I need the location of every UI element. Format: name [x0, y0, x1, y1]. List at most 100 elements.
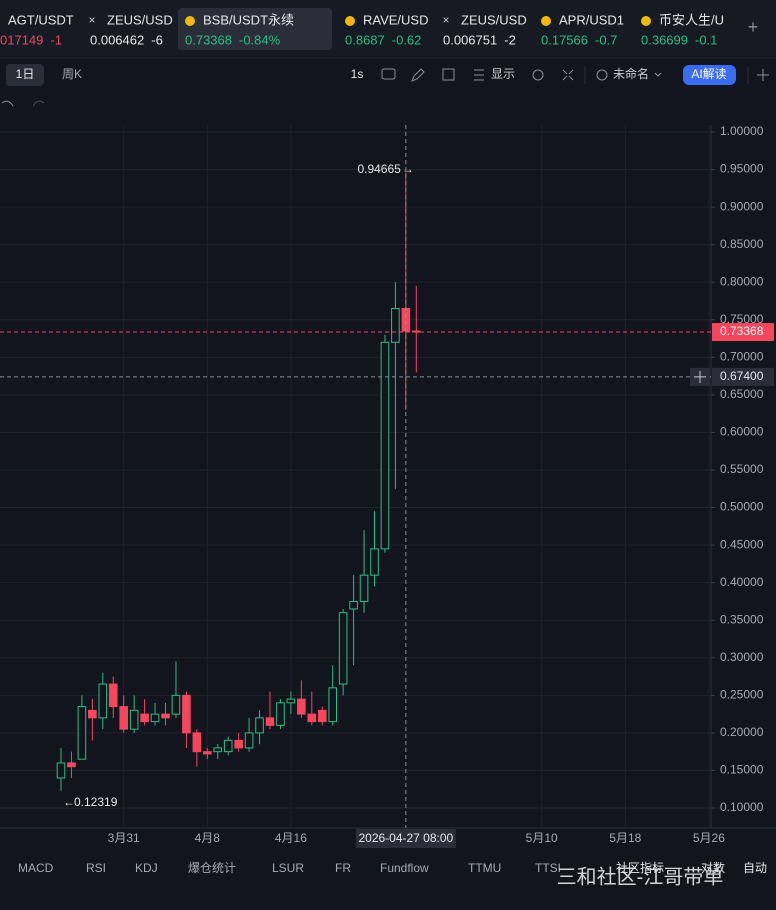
indicator-tab[interactable]: 社区指标 [616, 860, 664, 875]
layout-name[interactable]: 未命名 [613, 66, 649, 81]
y-tick-label: 0.50000 [720, 500, 764, 514]
weekly[interactable]: 周K [62, 67, 82, 81]
indicator-tab[interactable]: KDJ [135, 861, 158, 875]
candle-body [297, 698, 306, 715]
tab-price[interactable]: 0.36699 [641, 32, 688, 47]
candle-body [338, 612, 348, 685]
crosshair-price-box [712, 367, 774, 386]
candle-body [150, 713, 160, 723]
indicator-tab[interactable]: FR [335, 861, 351, 875]
indicator-tab[interactable]: TTSI [535, 861, 561, 875]
y-tick-label: 0.70000 [720, 350, 764, 364]
interval-button[interactable] [6, 64, 44, 86]
candle-body [182, 694, 191, 734]
candle-body [203, 751, 212, 755]
tab-change[interactable]: -2 [504, 32, 516, 47]
indicator-tab[interactable]: 爆仓统计 [188, 861, 236, 875]
draw-icon[interactable] [411, 68, 425, 82]
y-tick-label: 0.60000 [720, 425, 764, 439]
tab-change[interactable]: -0.62 [392, 32, 422, 47]
candle-body [286, 698, 296, 704]
y-tick-label: 0.30000 [720, 650, 764, 664]
candle-body [77, 706, 87, 760]
active-tab [178, 8, 332, 50]
list-icon[interactable] [474, 69, 484, 81]
ai-button[interactable] [683, 65, 736, 85]
fullscreen-icon[interactable] [562, 69, 574, 81]
toolbar [0, 60, 776, 90]
indicator-tab[interactable]: Fundflow [380, 861, 429, 875]
indicator-tab[interactable]: RSI [86, 861, 106, 875]
tab-symbol[interactable]: APR/USD1 [559, 12, 624, 27]
last-price-label: 0.73368 [720, 324, 764, 338]
template-icon[interactable] [442, 68, 455, 81]
tab-price[interactable]: 017149 [0, 32, 43, 47]
tab-symbol[interactable]: AGT/USDT [8, 12, 74, 27]
tab-price[interactable]: 0.006462 [90, 32, 144, 47]
x-tick-label: 4月8 [195, 831, 221, 845]
tab-change[interactable]: -1 [50, 32, 62, 47]
dropdown-icon [654, 72, 662, 77]
tab-price[interactable]: 0.006751 [443, 32, 497, 47]
candle-body [67, 762, 76, 768]
tab-symbol[interactable]: BSB/USDT永续 [203, 12, 294, 27]
tab-price[interactable]: 0.73368 [185, 32, 232, 47]
tab-change[interactable]: -0.1 [695, 32, 717, 47]
candle-body [391, 308, 400, 343]
indicator-tab[interactable]: TTMU [468, 861, 501, 875]
candle-body [380, 341, 390, 550]
tab-change[interactable]: -6 [151, 32, 163, 47]
y-tick-label: 0.15000 [720, 763, 764, 777]
candle-body [234, 739, 243, 749]
candle-body [359, 574, 369, 602]
add-icon[interactable] [757, 69, 769, 81]
indicator-tab[interactable]: 自动 [743, 861, 767, 875]
y-tick-label: 1.00000 [720, 124, 764, 138]
x-tick-label: 5月10 [526, 831, 558, 845]
indicator-tab[interactable]: 对数 [701, 860, 725, 875]
y-tick-label: 0.40000 [720, 575, 764, 589]
y-tick-label: 0.80000 [720, 274, 764, 288]
tab-price[interactable]: 0.17566 [541, 32, 588, 47]
seconds[interactable]: 1s [351, 67, 364, 81]
tab-change[interactable]: -0.7 [595, 32, 617, 47]
tab-symbol[interactable]: 币安人生/U [659, 12, 724, 27]
y-tick-label: 0.65000 [720, 387, 764, 401]
indicator-tab[interactable]: MACD [18, 861, 54, 875]
ai-label[interactable]: AI解读 [691, 67, 726, 81]
candle-body [140, 713, 149, 723]
x-tick-label: 5月26 [693, 831, 725, 845]
cloud-icon [596, 69, 608, 81]
undo-icon[interactable] [1, 100, 14, 107]
candle-body [192, 732, 202, 753]
y-tick-label: 0.25000 [720, 688, 764, 702]
candle-body [328, 687, 337, 723]
y-tick-label: 0.45000 [720, 537, 764, 551]
candle-body [171, 694, 181, 715]
crosshair-time-box [355, 829, 456, 848]
tab-symbol[interactable]: RAVE/USD [363, 12, 429, 27]
tab-symbol[interactable]: ZEUS/USD [107, 12, 173, 27]
candle-body [223, 739, 233, 753]
high-label: 0.94665 [357, 162, 401, 176]
indicator-tab[interactable]: LSUR [272, 861, 304, 875]
tab-bar [0, 0, 776, 56]
add-tab[interactable]: + [748, 17, 759, 37]
interval[interactable]: 1日 [16, 67, 35, 81]
candle-body [88, 709, 97, 719]
tab-price[interactable]: 0.8687 [345, 32, 385, 47]
tab-symbol[interactable]: ZEUS/USD [461, 12, 527, 27]
tab-change[interactable]: -0.84% [239, 32, 281, 47]
candle-body [98, 683, 108, 719]
camera-icon[interactable] [381, 68, 396, 80]
tab-icon [641, 16, 651, 26]
candle-body [370, 548, 379, 576]
settings-icon[interactable] [532, 69, 544, 81]
y-tick-label: 0.95000 [720, 162, 764, 176]
last-price-box [712, 323, 774, 342]
display[interactable]: 显示 [491, 67, 515, 81]
crosshair-plus[interactable] [694, 370, 706, 383]
redo-icon[interactable] [32, 100, 45, 107]
candle-body [119, 706, 129, 730]
